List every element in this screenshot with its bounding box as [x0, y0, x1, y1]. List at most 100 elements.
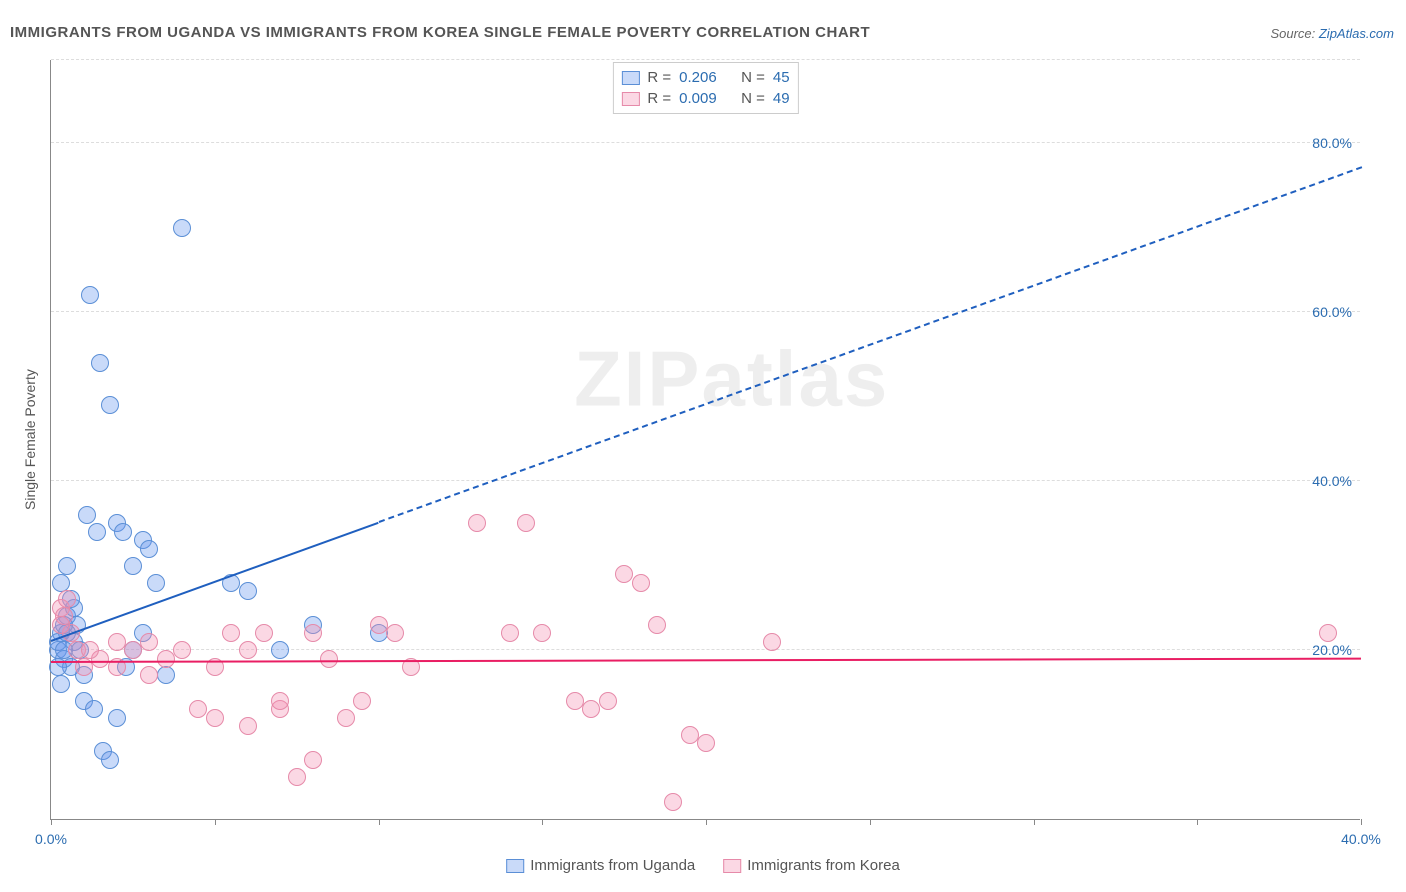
- data-point: [189, 700, 207, 718]
- data-point: [271, 641, 289, 659]
- bottom-legend: Immigrants from Uganda Immigrants from Ko…: [506, 857, 900, 874]
- legend-swatch: [506, 859, 524, 873]
- data-point: [239, 582, 257, 600]
- data-point: [101, 396, 119, 414]
- data-point: [173, 219, 191, 237]
- x-tick-label: 0.0%: [35, 831, 67, 847]
- n-value: 45: [773, 69, 790, 86]
- data-point: [91, 354, 109, 372]
- data-point: [173, 641, 191, 659]
- data-point: [599, 692, 617, 710]
- r-value: 0.009: [679, 90, 733, 107]
- legend-item: Immigrants from Korea: [723, 857, 900, 874]
- source-prefix: Source:: [1270, 26, 1318, 41]
- y-tick-label: 40.0%: [1312, 473, 1352, 489]
- r-label: R =: [647, 90, 671, 107]
- data-point: [1319, 624, 1337, 642]
- gridline: [51, 480, 1360, 481]
- x-tick-mark: [215, 819, 216, 825]
- x-tick-mark: [870, 819, 871, 825]
- source-attribution: Source: ZipAtlas.com: [1270, 26, 1394, 41]
- data-point: [124, 641, 142, 659]
- y-tick-label: 80.0%: [1312, 135, 1352, 151]
- data-point: [58, 557, 76, 575]
- legend-label: Immigrants from Korea: [747, 857, 900, 874]
- r-label: R =: [647, 69, 671, 86]
- data-point: [157, 666, 175, 684]
- n-label: N =: [741, 69, 765, 86]
- n-value: 49: [773, 90, 790, 107]
- data-point: [582, 700, 600, 718]
- legend-item: Immigrants from Uganda: [506, 857, 695, 874]
- stats-row: R = 0.009 N = 49: [621, 88, 789, 109]
- data-point: [255, 624, 273, 642]
- x-tick-mark: [1197, 819, 1198, 825]
- data-point: [108, 709, 126, 727]
- data-point: [101, 751, 119, 769]
- data-point: [58, 590, 76, 608]
- data-point: [52, 574, 70, 592]
- data-point: [140, 633, 158, 651]
- x-tick-mark: [379, 819, 380, 825]
- data-point: [648, 616, 666, 634]
- data-point: [271, 692, 289, 710]
- data-point: [763, 633, 781, 651]
- data-point: [681, 726, 699, 744]
- data-point: [517, 514, 535, 532]
- legend-swatch: [723, 859, 741, 873]
- data-point: [337, 709, 355, 727]
- legend-label: Immigrants from Uganda: [530, 857, 695, 874]
- data-point: [124, 557, 142, 575]
- data-point: [222, 624, 240, 642]
- data-point: [81, 286, 99, 304]
- data-point: [468, 514, 486, 532]
- trend-line: [378, 167, 1361, 524]
- x-tick-mark: [1361, 819, 1362, 825]
- data-point: [140, 540, 158, 558]
- data-point: [88, 523, 106, 541]
- data-point: [664, 793, 682, 811]
- data-point: [140, 666, 158, 684]
- data-point: [697, 734, 715, 752]
- y-axis-label: Single Female Poverty: [22, 369, 38, 510]
- data-point: [147, 574, 165, 592]
- data-point: [320, 650, 338, 668]
- data-point: [52, 675, 70, 693]
- r-value: 0.206: [679, 69, 733, 86]
- data-point: [304, 751, 322, 769]
- data-point: [304, 624, 322, 642]
- y-tick-label: 20.0%: [1312, 642, 1352, 658]
- data-point: [157, 650, 175, 668]
- x-tick-label: 40.0%: [1341, 831, 1381, 847]
- y-tick-label: 60.0%: [1312, 304, 1352, 320]
- data-point: [85, 700, 103, 718]
- chart-title: IMMIGRANTS FROM UGANDA VS IMMIGRANTS FRO…: [10, 24, 870, 41]
- data-point: [370, 616, 388, 634]
- data-point: [52, 616, 70, 634]
- data-point: [566, 692, 584, 710]
- data-point: [81, 641, 99, 659]
- data-point: [78, 506, 96, 524]
- data-point: [615, 565, 633, 583]
- n-label: N =: [741, 90, 765, 107]
- data-point: [632, 574, 650, 592]
- source-link[interactable]: ZipAtlas.com: [1319, 26, 1394, 41]
- correlation-stats-box: R = 0.206 N = 45 R = 0.009 N = 49: [612, 62, 798, 114]
- x-tick-mark: [706, 819, 707, 825]
- data-point: [114, 523, 132, 541]
- legend-swatch: [621, 71, 639, 85]
- gridline: [51, 311, 1360, 312]
- stats-row: R = 0.206 N = 45: [621, 67, 789, 88]
- data-point: [206, 709, 224, 727]
- data-point: [108, 633, 126, 651]
- data-point: [533, 624, 551, 642]
- data-point: [288, 768, 306, 786]
- watermark-text: ZIPatlas: [574, 333, 889, 424]
- data-point: [353, 692, 371, 710]
- x-tick-mark: [1034, 819, 1035, 825]
- data-point: [239, 717, 257, 735]
- gridline: [51, 142, 1360, 143]
- data-point: [239, 641, 257, 659]
- x-tick-mark: [542, 819, 543, 825]
- legend-swatch: [621, 92, 639, 106]
